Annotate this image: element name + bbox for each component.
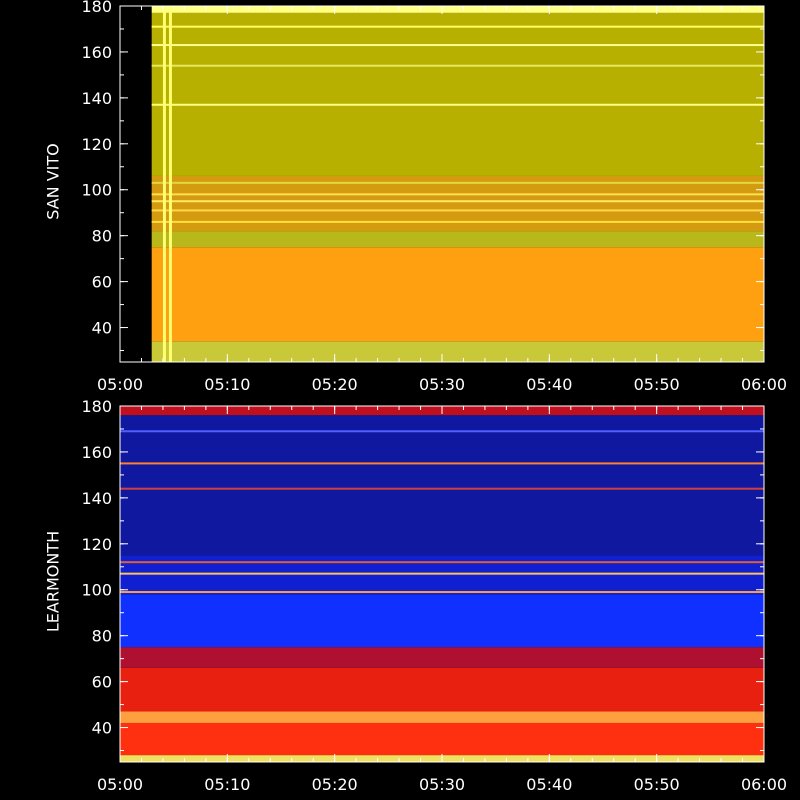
x-tick-label: 05:10 — [204, 375, 250, 394]
x-tick-label: 05:50 — [634, 375, 680, 394]
x-tick-label: 05:00 — [97, 775, 143, 794]
y-tick-label: 40 — [92, 719, 112, 738]
y-tick-label: 180 — [81, 397, 112, 416]
spectral-band — [151, 12, 764, 176]
spectral-line — [151, 64, 764, 67]
burst-streak — [162, 12, 166, 362]
y-tick-label: 60 — [92, 673, 112, 692]
y-tick-label: 100 — [81, 581, 112, 600]
y-axis-label-san-vito: SAN VITO — [43, 143, 63, 220]
y-tick-label: 160 — [81, 443, 112, 462]
spectral-band — [151, 6, 764, 13]
y-tick-label: 120 — [81, 535, 112, 554]
spectral-line — [151, 193, 764, 196]
spectral-line — [120, 591, 764, 594]
x-tick-label: 05:10 — [204, 775, 250, 794]
y-tick-label: 100 — [81, 181, 112, 200]
spectral-band — [151, 231, 764, 248]
y-tick-label: 80 — [92, 227, 112, 246]
spectral-line — [120, 430, 764, 433]
y-tick-label: 60 — [92, 273, 112, 292]
spectral-line — [151, 209, 764, 212]
x-tick-label: 06:00 — [741, 775, 787, 794]
x-tick-label: 05:50 — [634, 775, 680, 794]
y-tick-label: 40 — [92, 319, 112, 338]
spectral-band — [120, 722, 764, 756]
x-tick-label: 06:00 — [741, 375, 787, 394]
y-tick-label: 140 — [81, 489, 112, 508]
spectral-band — [151, 247, 764, 342]
spectral-line — [151, 25, 764, 28]
spectral-line — [120, 561, 764, 564]
x-tick-label: 05:40 — [526, 775, 572, 794]
x-tick-label: 05:30 — [419, 775, 465, 794]
spectral-band — [120, 555, 764, 595]
panel-san-vito: 40 60 80 100 120 140 160 180 05:00 05:10 05:20 05:3… — [81, 0, 787, 394]
spectral-line — [151, 44, 764, 47]
spectral-band — [120, 415, 764, 556]
spectral-band — [120, 711, 764, 723]
spectral-line — [151, 181, 764, 184]
x-tick-label: 05:20 — [312, 775, 358, 794]
spectral-line — [151, 103, 764, 106]
y-tick-label: 80 — [92, 627, 112, 646]
spectral-line — [120, 462, 764, 465]
spectral-line — [120, 572, 764, 575]
y-tick-label: 180 — [81, 0, 112, 16]
spectral-line — [151, 200, 764, 203]
y-axis-label-learmonth: LEARMONTH — [43, 530, 63, 633]
x-tick-label: 05:40 — [526, 375, 572, 394]
y-tick-label: 140 — [81, 89, 112, 108]
x-tick-label: 05:00 — [97, 375, 143, 394]
y-tick-label: 160 — [81, 43, 112, 62]
x-tick-label: 05:30 — [419, 375, 465, 394]
x-tick-label: 05:20 — [312, 375, 358, 394]
y-tick-label: 120 — [81, 135, 112, 154]
spectral-line — [120, 487, 764, 490]
burst-streak — [168, 12, 172, 362]
spectral-band — [120, 667, 764, 712]
spectral-band — [120, 647, 764, 668]
spectral-band — [151, 341, 764, 362]
spectral-line — [151, 220, 764, 223]
spectral-band — [120, 594, 764, 648]
panel-learmonth: 40 60 80 100 120 140 160 180 05:00 05:10 05:20 05:3… — [81, 397, 787, 794]
